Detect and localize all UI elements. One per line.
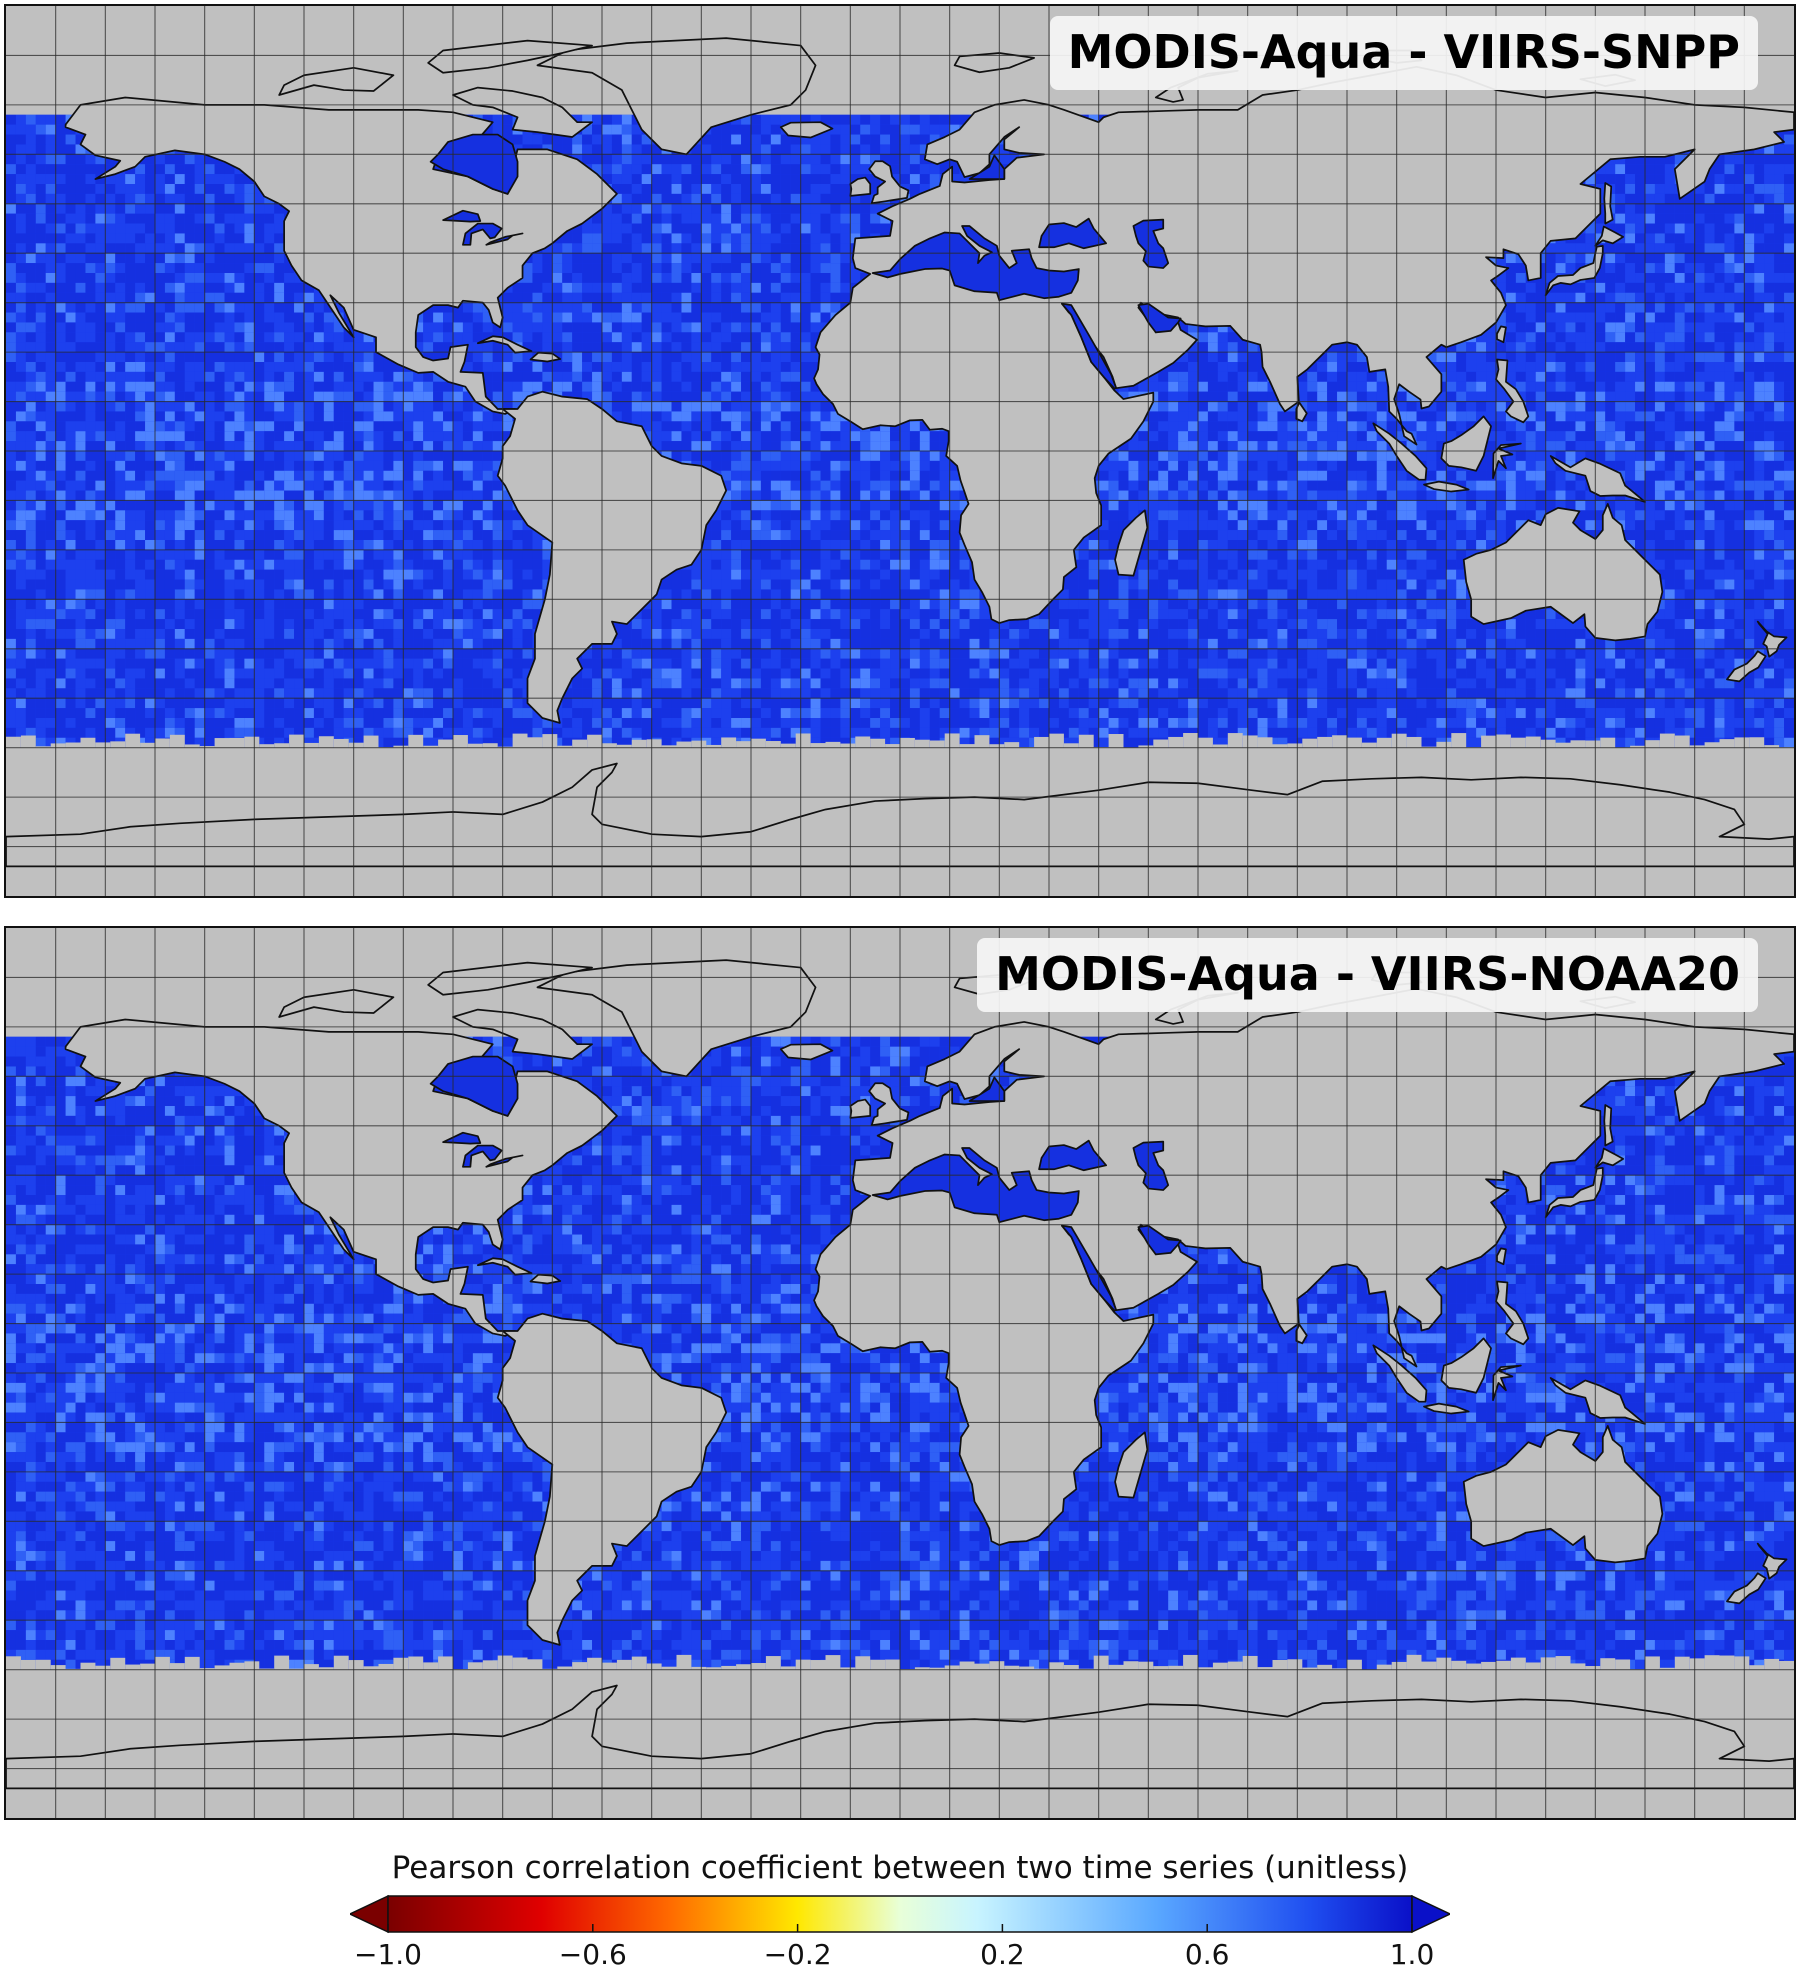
panel-title-noaa20: MODIS-Aqua - VIIRS-NOAA20 (977, 938, 1758, 1012)
land-australia (1462, 1425, 1664, 1564)
land-philippines (1495, 358, 1530, 424)
land-arctic-isl-1 (278, 66, 395, 96)
black-sea (1038, 217, 1107, 250)
inland-seas (429, 1055, 1182, 1312)
land-iceland (779, 1043, 834, 1061)
world-map-snpp (6, 6, 1794, 896)
persian-gulf (1137, 1224, 1182, 1256)
land-taiwan (1496, 325, 1507, 344)
colorbar-tick-label: 0.2 (980, 1938, 1025, 1971)
land-new-zealand-n (1756, 620, 1788, 658)
persian-gulf (1137, 302, 1182, 334)
land-hokkaido (1594, 225, 1625, 247)
great-lakes-michigan-huron (462, 1144, 503, 1168)
land-baffin (452, 1008, 593, 1060)
land-new-zealand-s (1726, 650, 1767, 683)
graticule (6, 928, 1794, 1818)
colorbar (350, 1894, 1450, 1934)
land-arctic-isl-2 (427, 39, 593, 74)
land-ireland (849, 176, 872, 197)
hudson-bay (429, 1055, 519, 1117)
land-philippines (1495, 1280, 1530, 1346)
land-baffin (452, 86, 593, 138)
land-cuba (476, 1257, 533, 1276)
land-africa-eurasia (813, 987, 1794, 1546)
red-sea (1061, 302, 1117, 390)
great-lakes-michigan-huron (462, 222, 503, 246)
colorbar-tick-label: 0.6 (1185, 1938, 1230, 1971)
land-japan (1544, 1166, 1604, 1219)
colorbar-extend-max-arrow (1411, 1894, 1450, 1934)
land-madagascar (1114, 509, 1149, 577)
land-taiwan (1496, 1247, 1507, 1266)
colorbar-tick-label: 1.0 (1390, 1938, 1435, 1971)
map-panel-snpp: MODIS-Aqua - VIIRS-SNPP (4, 4, 1796, 898)
mediterranean (871, 1147, 1080, 1224)
colorbar-tick-label: −0.2 (764, 1938, 832, 1971)
colorbar-title: Pearson correlation coefficient between … (0, 1850, 1800, 1886)
land-australia (1462, 503, 1664, 642)
caspian-sea (1132, 218, 1170, 269)
land-arctic-isl-1 (278, 988, 395, 1018)
land-new-zealand-n (1756, 1542, 1788, 1580)
land-arctic-isl-2 (427, 961, 593, 996)
colorbar-tick-label: −1.0 (354, 1938, 422, 1971)
inland-seas (429, 133, 1182, 390)
land-south-america (496, 390, 728, 724)
colorbar-gradient (387, 1895, 1413, 1933)
graticule (6, 6, 1794, 896)
land-ireland (849, 1098, 872, 1119)
great-lakes-erie-ontario (485, 232, 524, 246)
land-great-britain (868, 160, 910, 205)
land-madagascar (1114, 1431, 1149, 1499)
land-new-guinea (1549, 1377, 1646, 1425)
land-new-guinea (1549, 455, 1646, 503)
land-great-britain (868, 1082, 910, 1127)
great-lakes-erie-ontario (485, 1154, 524, 1168)
land-iceland (779, 121, 834, 139)
land-hokkaido (1594, 1147, 1625, 1169)
land-sri-lanka (1295, 401, 1308, 423)
panel-title-snpp: MODIS-Aqua - VIIRS-SNPP (1049, 16, 1758, 90)
hudson-bay (429, 133, 519, 195)
land-borneo (1440, 415, 1492, 472)
world-map-noaa20 (6, 928, 1794, 1818)
red-sea (1061, 1224, 1117, 1312)
black-sea (1038, 1139, 1107, 1172)
colorbar-tick-label: −0.6 (559, 1938, 627, 1971)
land-svalbard (953, 52, 1035, 74)
land-south-america (496, 1312, 728, 1646)
land-new-zealand-s (1726, 1572, 1767, 1605)
colorbar-extend-min-arrow (350, 1894, 389, 1934)
mediterranean (871, 225, 1080, 302)
land-borneo (1440, 1337, 1492, 1394)
map-panel-noaa20: MODIS-Aqua - VIIRS-NOAA20 (4, 926, 1796, 1820)
land-africa-eurasia (813, 65, 1794, 624)
land-japan (1544, 244, 1604, 297)
land-sri-lanka (1295, 1323, 1308, 1345)
land-cuba (476, 335, 533, 354)
caspian-sea (1132, 1140, 1170, 1191)
